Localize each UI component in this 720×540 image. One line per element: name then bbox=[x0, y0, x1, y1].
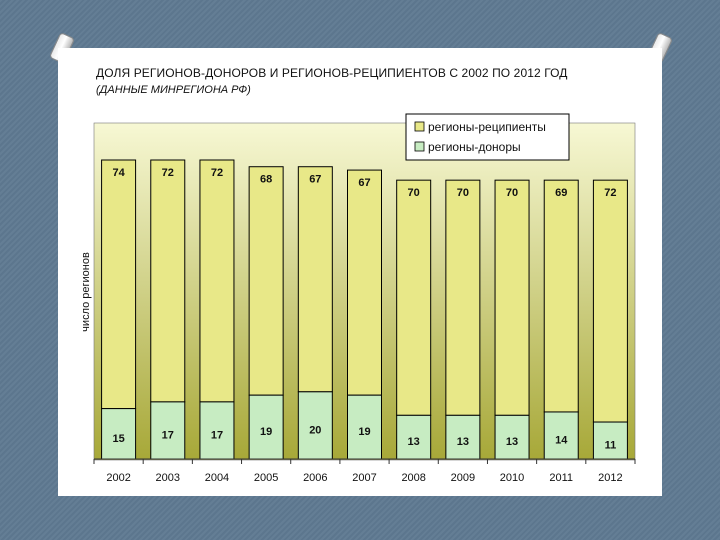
chart-subtitle: (ДАННЫЕ МИНРЕГИОНА РФ) bbox=[96, 84, 251, 96]
data-label-donors-2009: 13 bbox=[457, 436, 469, 448]
data-label-recipients-2002: 74 bbox=[112, 167, 125, 179]
bar-donors-2002 bbox=[101, 408, 137, 460]
bars-group: 74 15 72 17 72 17 68 19 67 20 67 19 70 13 70 13 70 13 69 14… bbox=[101, 159, 628, 460]
legend: регионы-реципиенты регионы-доноры bbox=[405, 113, 570, 161]
bar-recipients-2008 bbox=[396, 179, 432, 416]
bar-donors-2012 bbox=[592, 421, 628, 460]
chart-title: ДОЛЯ РЕГИОНОВ-ДОНОРОВ И РЕГИОНОВ-РЕЦИПИЕ… bbox=[96, 66, 568, 80]
bar-donors-2003 bbox=[150, 401, 186, 460]
data-label-recipients-2003: 72 bbox=[162, 167, 174, 179]
x-tick-label-2005: 2005 bbox=[254, 472, 278, 484]
bar-recipients-2011 bbox=[543, 179, 579, 413]
data-label-recipients-2009: 70 bbox=[457, 187, 469, 199]
data-label-donors-2004: 17 bbox=[211, 429, 223, 441]
bar-recipients-2012 bbox=[592, 179, 628, 423]
bar-recipients-2006 bbox=[297, 166, 333, 393]
data-label-donors-2008: 13 bbox=[408, 436, 420, 448]
data-label-donors-2002: 15 bbox=[112, 433, 124, 445]
bar-recipients-2002 bbox=[101, 159, 137, 410]
x-tick-label-2009: 2009 bbox=[451, 472, 475, 484]
bar-recipients-2005 bbox=[248, 166, 284, 396]
data-label-donors-2006: 20 bbox=[309, 424, 321, 436]
x-tick-label-2006: 2006 bbox=[303, 472, 327, 484]
legend-label-recipients: регионы-реципиенты bbox=[428, 120, 546, 134]
data-label-recipients-2004: 72 bbox=[211, 167, 223, 179]
x-tick-label-2010: 2010 bbox=[500, 472, 524, 484]
data-label-recipients-2010: 70 bbox=[506, 187, 518, 199]
legend-swatch-recipients bbox=[414, 121, 425, 132]
legend-box bbox=[405, 113, 570, 161]
bar-recipients-2007 bbox=[347, 169, 382, 396]
bar-donors-2005 bbox=[248, 394, 284, 460]
data-label-donors-2005: 19 bbox=[260, 426, 272, 438]
data-label-donors-2011: 14 bbox=[555, 434, 568, 446]
bar-donors-2004 bbox=[199, 401, 235, 460]
bar-recipients-2003 bbox=[150, 159, 186, 403]
x-tick-label-2012: 2012 bbox=[598, 472, 622, 484]
data-label-recipients-2007: 67 bbox=[358, 177, 370, 189]
x-tick-label-2007: 2007 bbox=[352, 472, 376, 484]
bar-recipients-2004 bbox=[199, 159, 235, 403]
bar-donors-2010 bbox=[494, 414, 530, 460]
data-label-recipients-2008: 70 bbox=[408, 187, 420, 199]
data-label-recipients-2006: 67 bbox=[309, 174, 321, 186]
data-label-donors-2010: 13 bbox=[506, 436, 518, 448]
data-label-donors-2003: 17 bbox=[162, 429, 174, 441]
x-tick-label-2003: 2003 bbox=[156, 472, 180, 484]
data-label-recipients-2005: 68 bbox=[260, 174, 272, 186]
legend-label-donors: регионы-доноры bbox=[428, 140, 521, 154]
x-tick-label-2002: 2002 bbox=[106, 472, 130, 484]
bar-recipients-2010 bbox=[494, 179, 530, 416]
data-label-recipients-2012: 72 bbox=[604, 187, 616, 199]
x-tick-label-2011: 2011 bbox=[549, 472, 573, 484]
data-label-recipients-2011: 69 bbox=[555, 187, 567, 199]
x-axis: 2002 2003 2004 2005 2006 2007 2008 2009 2010 2011… bbox=[93, 458, 636, 484]
x-tick-label-2008: 2008 bbox=[401, 472, 425, 484]
bar-donors-2006 bbox=[297, 391, 333, 460]
data-label-donors-2007: 19 bbox=[358, 426, 370, 438]
x-tick-label-2004: 2004 bbox=[205, 472, 229, 484]
legend-swatch-donors bbox=[414, 141, 425, 152]
bar-donors-2011 bbox=[543, 411, 579, 460]
y-axis-label: число регионов bbox=[80, 252, 92, 332]
bar-recipients-2009 bbox=[445, 179, 481, 416]
data-label-donors-2012: 11 bbox=[605, 440, 617, 452]
